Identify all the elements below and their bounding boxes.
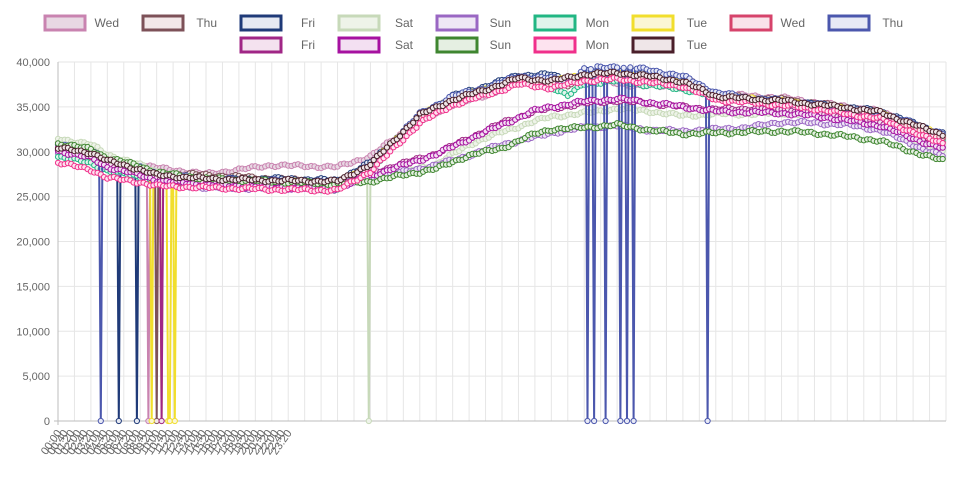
legend-label: Thu	[882, 16, 903, 30]
legend-label: Sun	[490, 16, 511, 30]
legend-swatch	[141, 14, 185, 32]
data-point	[410, 119, 417, 126]
legend-item: Mon	[533, 14, 609, 32]
data-point	[584, 417, 591, 425]
data-point	[396, 133, 404, 140]
legend-swatch	[631, 14, 675, 32]
data-point	[115, 417, 122, 425]
legend-swatch	[435, 36, 479, 54]
legend-label: Fri	[301, 16, 315, 30]
legend-swatch	[533, 36, 577, 54]
legend-swatch	[533, 14, 577, 32]
legend-swatch	[435, 14, 479, 32]
data-point	[614, 64, 621, 71]
y-tick-label: 20,000	[16, 237, 50, 249]
legend-swatch	[337, 36, 381, 54]
legend-item: Tue	[631, 36, 708, 54]
legend-label: Thu	[196, 16, 217, 30]
legend-label: Sat	[395, 38, 414, 52]
data-point	[367, 161, 374, 169]
data-point	[367, 169, 374, 177]
data-point	[97, 417, 104, 425]
legend-item: Thu	[141, 14, 217, 32]
y-tick-label: 5,000	[22, 371, 50, 383]
data-point	[383, 152, 390, 159]
data-point	[370, 166, 377, 173]
legend-item: Thu	[827, 14, 903, 32]
data-point	[620, 64, 627, 72]
legend-item: Mon	[533, 36, 609, 54]
legend-item: Sat	[337, 36, 414, 54]
data-point	[591, 417, 598, 425]
data-point	[602, 417, 609, 425]
legend-swatch	[239, 14, 283, 32]
data-point	[158, 417, 165, 425]
series-tue-13	[54, 68, 946, 186]
legend-label: Sun	[490, 38, 511, 52]
y-tick-label: 0	[44, 416, 50, 428]
data-point	[383, 144, 390, 151]
data-point	[623, 417, 631, 425]
data-point	[148, 417, 155, 425]
data-point	[939, 132, 946, 139]
data-point	[171, 417, 178, 425]
legend-label: Sat	[395, 16, 414, 30]
legend-swatch	[631, 36, 675, 54]
y-tick-label: 15,000	[16, 281, 50, 293]
legend-item: Fri	[239, 14, 315, 32]
data-point	[939, 155, 946, 163]
data-point	[630, 417, 637, 425]
legend-label: Fri	[301, 38, 315, 52]
data-point	[370, 156, 377, 164]
y-tick-label: 30,000	[16, 147, 50, 159]
data-point	[373, 161, 381, 168]
data-point	[400, 128, 407, 135]
data-point	[617, 417, 624, 425]
data-point	[387, 148, 394, 155]
data-point	[587, 66, 594, 73]
legend-item: Tue	[631, 14, 708, 32]
chart-axes	[54, 62, 946, 425]
data-point	[704, 417, 711, 425]
data-point	[166, 417, 173, 425]
data-point	[133, 417, 140, 425]
legend-item: Wed	[43, 14, 119, 32]
legend-item: Wed	[729, 14, 805, 32]
data-point	[413, 124, 420, 131]
legend-label: Wed	[95, 16, 119, 30]
data-point	[939, 140, 946, 147]
legend-item: Sat	[337, 14, 414, 32]
legend-swatch	[239, 36, 283, 54]
series-line	[57, 65, 945, 422]
y-tick-label: 10,000	[16, 326, 50, 338]
data-point	[365, 417, 372, 425]
y-tick-label: 40,000	[16, 57, 50, 69]
data-point	[581, 65, 588, 72]
data-point	[627, 64, 634, 71]
legend-label: Wed	[781, 16, 805, 30]
legend-label: Mon	[586, 38, 609, 52]
data-point	[413, 115, 420, 122]
chart-series-group	[54, 63, 946, 425]
legend-item: Sun	[435, 14, 511, 32]
series-thu-8	[54, 63, 946, 425]
y-tick-label: 25,000	[16, 192, 50, 204]
legend-label: Mon	[586, 16, 609, 30]
legend-swatch	[43, 14, 87, 32]
legend-swatch	[337, 14, 381, 32]
chart-legend: Wed Thu Fri Sat Sun Mon Tue Wed Thu Fri Sat Sun Mon T…	[43, 14, 903, 54]
legend-swatch	[827, 14, 871, 32]
y-tick-label: 35,000	[16, 102, 50, 114]
series-line	[57, 106, 945, 422]
legend-item: Sun	[435, 36, 511, 54]
legend-label: Tue	[687, 16, 708, 30]
legend-label: Tue	[687, 38, 708, 52]
legend-swatch	[729, 14, 773, 32]
data-point	[380, 148, 387, 155]
data-point	[400, 137, 407, 144]
chart-tick-labels: 0 5,000 10,000 15,000 20,000 25,000 30,000 35,0…	[16, 57, 294, 457]
legend-item: Fri	[239, 36, 315, 54]
